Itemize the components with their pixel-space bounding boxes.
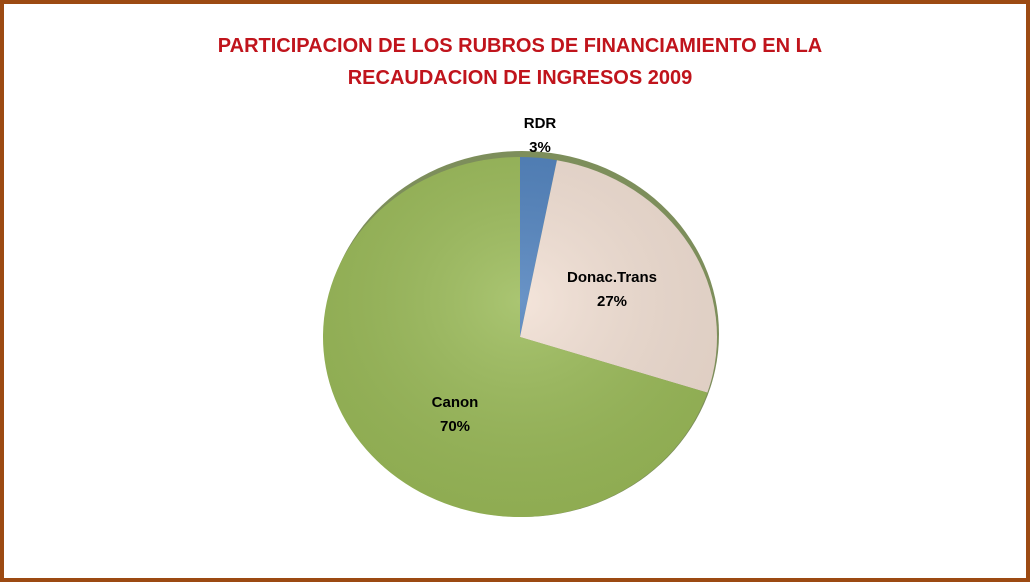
slice-label: RDR xyxy=(524,115,557,132)
slice-value-label: 3% xyxy=(529,139,551,156)
slice-value-label: 70% xyxy=(440,418,470,435)
slice-label: Canon xyxy=(432,394,479,411)
chart-title: RECAUDACION DE INGRESOS 2009 xyxy=(348,67,693,89)
chart-title: PARTICIPACION DE LOS RUBROS DE FINANCIAM… xyxy=(218,35,822,57)
slice-label: Donac.Trans xyxy=(567,269,657,286)
slice-value-label: 27% xyxy=(597,293,627,310)
